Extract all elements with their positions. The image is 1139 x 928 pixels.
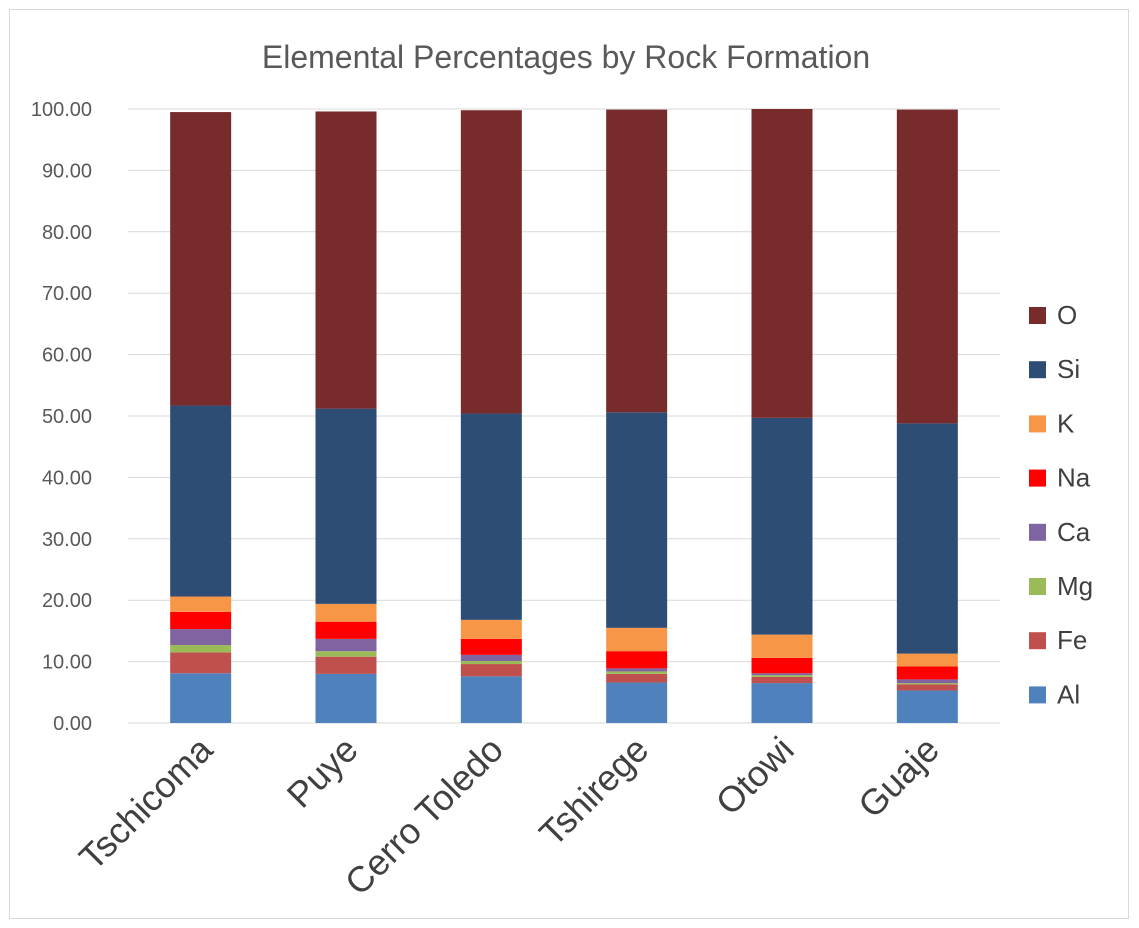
- bar-puye-na: [315, 621, 377, 639]
- bar-tschicoma-mg: [170, 645, 232, 653]
- y-tick-label: 40.00: [42, 467, 92, 489]
- bar-tshirege-k: [606, 627, 668, 652]
- bar-otowi-al: [751, 683, 813, 723]
- bar-cerro-toledo-ca: [460, 654, 522, 661]
- bar-otowi-k: [751, 634, 813, 658]
- bar-tschicoma-o: [170, 112, 232, 406]
- x-category-label-puye: Puye: [279, 729, 366, 816]
- bar-guaje-si: [896, 423, 958, 654]
- bar-tshirege-al: [606, 682, 668, 723]
- legend-swatch-fe: [1029, 632, 1046, 650]
- y-tick-label: 50.00: [42, 406, 92, 428]
- bar-tschicoma-al: [170, 673, 232, 723]
- bar-tshirege-si: [606, 412, 668, 628]
- y-tick-label: 90.00: [42, 160, 92, 182]
- bar-cerro-toledo-k: [460, 619, 522, 639]
- bar-tschicoma-k: [170, 596, 232, 612]
- legend-swatch-o: [1029, 307, 1046, 324]
- bar-guaje-na: [896, 666, 958, 680]
- bar-otowi-mg: [751, 675, 813, 677]
- legend-label-ca: Ca: [1057, 517, 1091, 547]
- y-tick-label: 70.00: [42, 283, 92, 305]
- legend: O Si K Na Ca Mg Fe Al: [1029, 300, 1093, 709]
- y-tick-label: 0.00: [53, 713, 92, 735]
- legend-swatch-al: [1029, 686, 1046, 704]
- chart-title: Elemental Percentages by Rock Formation: [262, 39, 870, 75]
- legend-label-mg: Mg: [1057, 571, 1093, 601]
- bar-tshirege-o: [606, 109, 668, 413]
- bar-guaje-o: [896, 109, 958, 424]
- bar-tshirege-ca: [606, 668, 668, 672]
- x-category-label-tschicoma: Tschicoma: [71, 728, 221, 878]
- x-category-label-otowi: Otowi: [708, 729, 802, 823]
- bar-puye-k: [315, 603, 377, 622]
- bar-otowi-si: [751, 417, 813, 635]
- bar-puye-o: [315, 111, 377, 409]
- legend-swatch-k: [1029, 415, 1046, 433]
- legend-label-al: Al: [1057, 679, 1080, 709]
- bar-tshirege-fe: [606, 673, 668, 683]
- legend-label-fe: Fe: [1057, 625, 1087, 655]
- legend-label-na: Na: [1057, 463, 1091, 493]
- x-category-label-guaje: Guaje: [850, 729, 947, 826]
- y-tick-label: 20.00: [42, 590, 92, 612]
- legend-swatch-si: [1029, 361, 1046, 379]
- legend-swatch-mg: [1029, 578, 1046, 595]
- bar-puye-mg: [315, 651, 377, 657]
- y-tick-label: 80.00: [42, 222, 92, 244]
- bars: [170, 109, 958, 723]
- bar-cerro-toledo-si: [460, 413, 522, 620]
- bar-otowi-o: [751, 109, 813, 418]
- x-category-label-tshirege: Tshirege: [531, 729, 656, 854]
- bar-cerro-toledo-na: [460, 638, 522, 655]
- bar-guaje-mg: [896, 683, 958, 685]
- bar-otowi-fe: [751, 676, 813, 684]
- gridlines: [128, 108, 1000, 724]
- legend-label-k: K: [1057, 408, 1075, 438]
- legend-swatch-ca: [1029, 523, 1046, 541]
- bar-puye-al: [315, 673, 377, 723]
- y-tick-label: 10.00: [42, 652, 92, 674]
- bar-otowi-na: [751, 657, 813, 674]
- bar-tschicoma-fe: [170, 652, 232, 674]
- legend-swatch-na: [1029, 469, 1046, 487]
- y-tick-label: 30.00: [42, 529, 92, 551]
- bar-guaje-ca: [896, 679, 958, 684]
- bar-cerro-toledo-o: [460, 110, 522, 414]
- bar-cerro-toledo-fe: [460, 664, 522, 677]
- bar-guaje-al: [896, 690, 958, 723]
- bar-tshirege-na: [606, 651, 668, 669]
- y-axis-tick-labels: 0.00 10.00 20.00 30.00 40.00 50.00 60.00 70.00 8…: [31, 99, 92, 735]
- legend-label-si: Si: [1057, 354, 1080, 384]
- bar-puye-fe: [315, 656, 377, 674]
- y-tick-label: 100.00: [31, 99, 92, 121]
- x-category-label-cerro-toledo: Cerro Toledo: [337, 729, 511, 903]
- bar-tshirege-mg: [606, 671, 668, 674]
- y-tick-label: 60.00: [42, 345, 92, 367]
- bar-otowi-ca: [751, 673, 813, 676]
- bar-guaje-fe: [896, 684, 958, 691]
- bar-tschicoma-na: [170, 611, 232, 630]
- bar-puye-si: [315, 408, 377, 604]
- bar-tschicoma-ca: [170, 629, 232, 646]
- bar-puye-ca: [315, 638, 377, 652]
- bar-tschicoma-si: [170, 405, 232, 597]
- legend-label-o: O: [1057, 300, 1077, 330]
- bar-cerro-toledo-al: [460, 676, 522, 723]
- bar-cerro-toledo-mg: [460, 660, 522, 665]
- bar-guaje-k: [896, 653, 958, 667]
